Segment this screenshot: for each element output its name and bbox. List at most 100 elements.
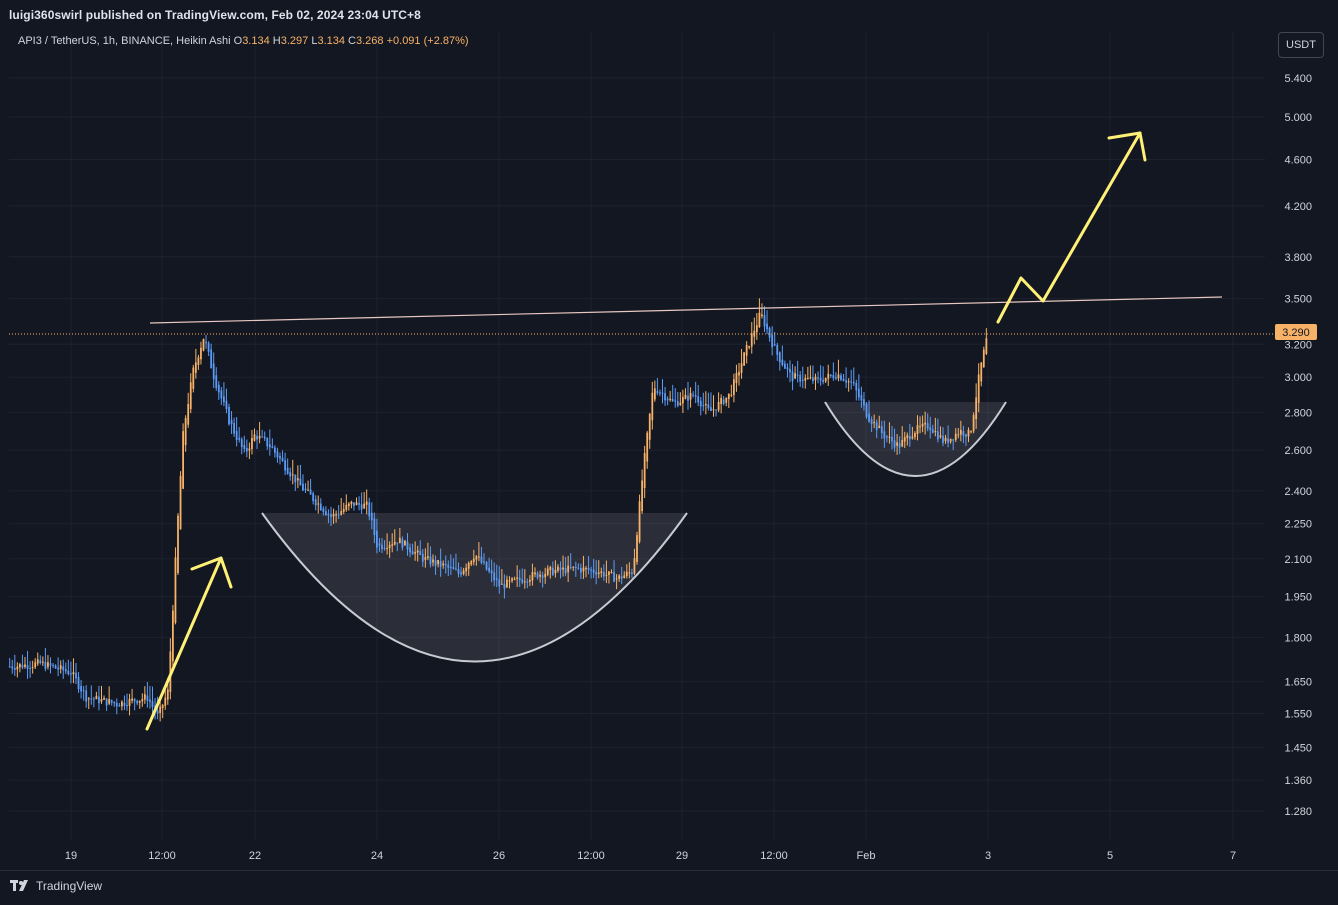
candle-body (141, 699, 144, 702)
candle-body (421, 553, 424, 562)
candle-body (546, 568, 549, 575)
candle-body (569, 567, 572, 569)
symbol-legend: API3 / TetherUS, 1h, BINANCE, Heikin Ash… (18, 35, 469, 47)
candle-body (205, 341, 207, 344)
change-value: +0.091 (+2.87%) (386, 35, 469, 47)
candle-body (8, 666, 11, 668)
candle-body (54, 665, 57, 669)
candle-body (296, 478, 299, 481)
candle-body (539, 574, 541, 577)
candle-body (812, 377, 814, 382)
candle-body (57, 667, 60, 670)
candle-body (34, 662, 37, 668)
x-tick-label: 22 (249, 850, 261, 862)
candle-body (498, 579, 501, 587)
candle-body (623, 575, 626, 578)
candle-body (67, 670, 70, 675)
candle-body (197, 357, 200, 365)
candle-body (671, 399, 674, 402)
candle-body (715, 409, 717, 411)
arrow-zigzag-head (1107, 131, 1147, 162)
candle-body (309, 489, 312, 495)
candle-body (768, 327, 771, 338)
candle-body (378, 543, 381, 546)
candle-body (108, 699, 111, 704)
candle-body (350, 501, 353, 505)
candle-body (911, 436, 914, 439)
candle-body (427, 556, 429, 558)
candle-body (485, 562, 488, 570)
x-tick-label: 19 (65, 850, 77, 862)
grid-lines (9, 31, 1265, 840)
candle-body (194, 362, 197, 373)
candle-body (391, 544, 394, 546)
candle-body (863, 399, 865, 406)
candle-body (521, 579, 524, 583)
candle-body (786, 367, 789, 370)
candle-body (80, 686, 82, 692)
candle-body (470, 561, 473, 565)
cup-shapes (261, 401, 1007, 663)
candle-body (131, 698, 133, 701)
candle-body (559, 567, 562, 571)
candle-body (279, 455, 281, 459)
candle-body (924, 422, 927, 425)
candle-body (133, 699, 136, 702)
candle-body (758, 312, 761, 327)
candle-body (926, 423, 929, 429)
candle-body (376, 530, 378, 548)
candle-body (263, 436, 266, 439)
candle-body (337, 514, 340, 516)
open-value: 3.134 (242, 35, 270, 47)
candle-body (460, 572, 462, 575)
candle-body (493, 572, 496, 581)
candle-body (434, 560, 437, 566)
candle-body (965, 434, 967, 437)
x-tick-label: 3 (985, 850, 991, 862)
candle-body (944, 437, 947, 442)
annotation-arrows (145, 131, 1147, 731)
candle-body (238, 437, 241, 440)
candle-body (268, 444, 271, 448)
candle-body (480, 556, 483, 563)
candle-body (437, 559, 439, 565)
candle-body (100, 699, 103, 702)
candle-body (847, 381, 850, 383)
candle-body (615, 578, 618, 580)
candle-body (439, 561, 442, 567)
candle-body (92, 698, 95, 700)
candle-body (187, 404, 190, 425)
candle-body (679, 402, 682, 405)
candle-body (95, 695, 98, 700)
tradingview-logo[interactable]: TradingView (10, 879, 102, 893)
candle-body (19, 664, 21, 668)
candle-body (330, 514, 332, 517)
footer (0, 870, 1338, 905)
candle-body (210, 349, 213, 369)
candle-body (365, 501, 368, 505)
x-tick-label: 7 (1230, 850, 1236, 862)
candle-body (347, 503, 350, 507)
candle-body (110, 700, 113, 703)
candle-body (483, 561, 485, 563)
candle-body (929, 427, 932, 430)
candle-body (488, 567, 490, 572)
candle-body (602, 571, 605, 577)
candle-body (873, 422, 876, 424)
candle-body (738, 371, 740, 376)
candle-body (636, 535, 638, 563)
candle-body (495, 578, 498, 580)
candle-body (332, 514, 335, 517)
candle-body (172, 610, 174, 662)
candle-body (526, 581, 529, 583)
candle-body (977, 374, 980, 403)
x-tick-label: 12:00 (760, 850, 788, 862)
candle-body (345, 504, 348, 510)
candle-body (901, 439, 904, 447)
candle-body (253, 434, 256, 441)
candle-body (302, 483, 304, 491)
price-tag-box (1275, 324, 1317, 340)
currency-button[interactable]: USDT (1278, 32, 1324, 58)
candle-body (396, 542, 399, 544)
candle-body (393, 541, 396, 545)
